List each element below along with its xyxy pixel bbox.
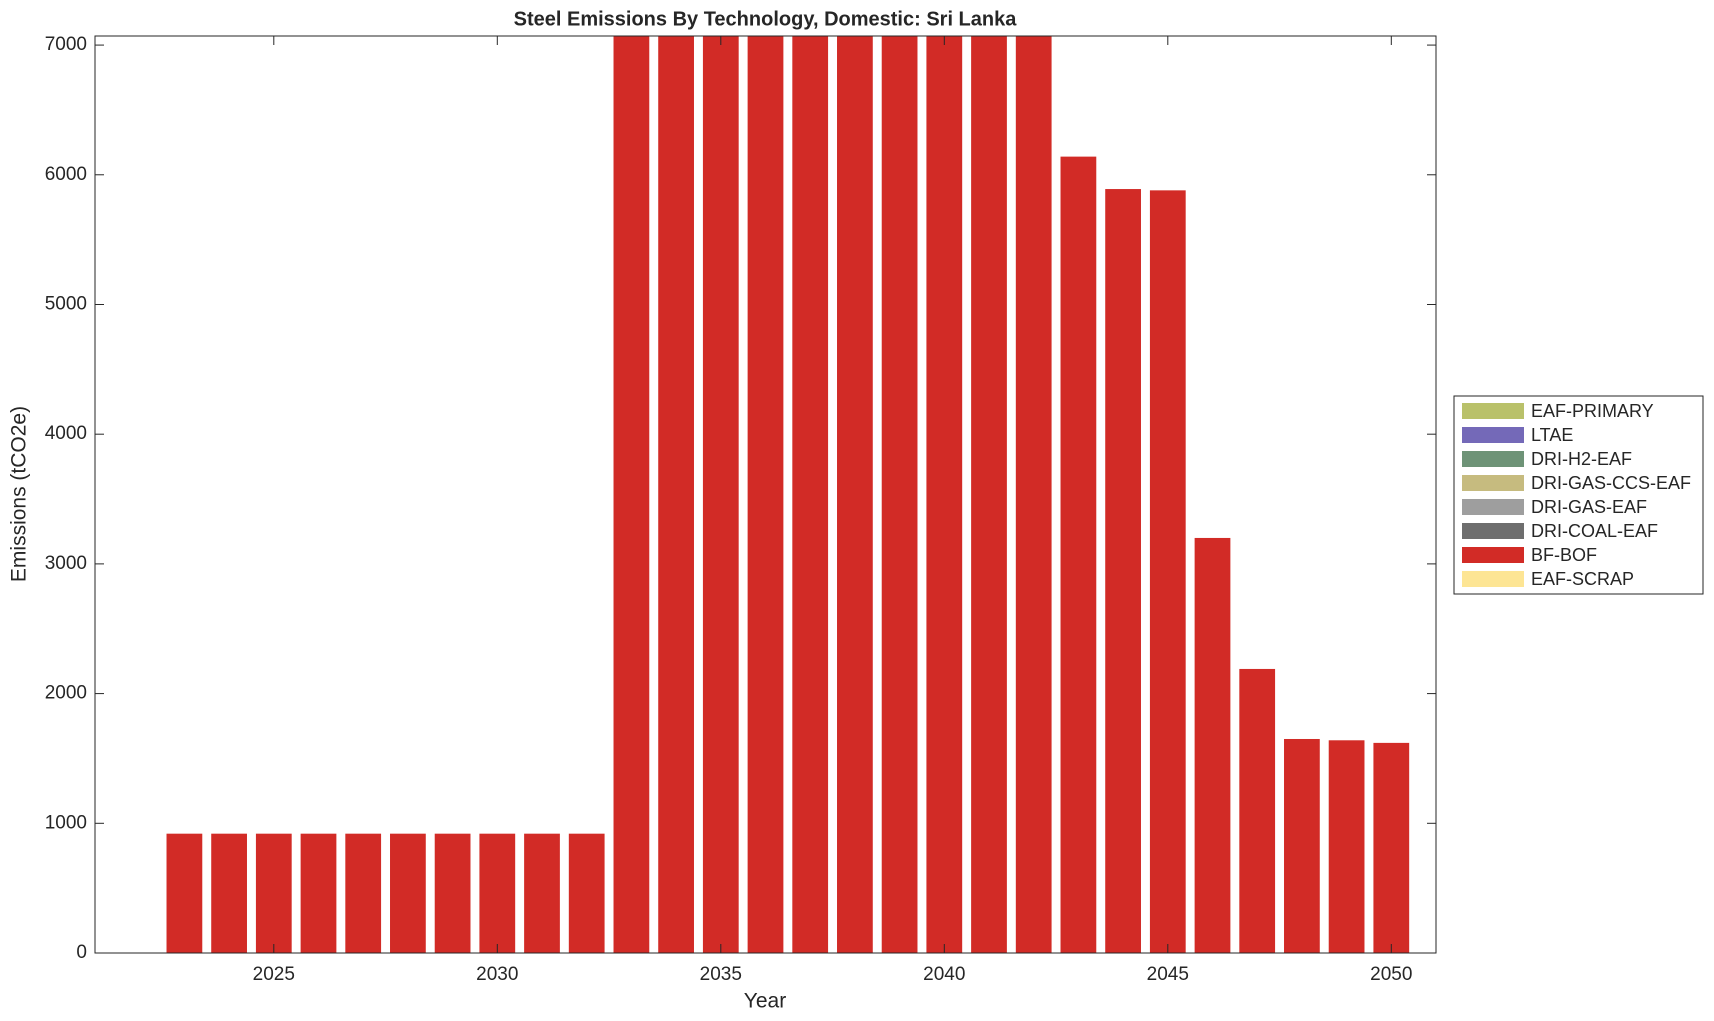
legend-label: EAF-SCRAP [1531, 569, 1634, 589]
bar-segment [702, 36, 739, 953]
bar-segment [524, 833, 560, 953]
legend-swatch [1462, 523, 1524, 539]
bar-segment [166, 833, 203, 953]
bar-segment [837, 36, 873, 953]
legend-swatch [1462, 451, 1524, 467]
legend-swatch [1462, 547, 1524, 563]
legend-label: LTAE [1531, 425, 1573, 445]
x-tick-label: 2025 [253, 964, 295, 985]
bar-segment [613, 36, 650, 953]
bar-segment [1149, 190, 1186, 953]
bar-segment [255, 833, 292, 953]
y-tick-label: 7000 [45, 34, 87, 55]
y-tick-label: 4000 [45, 423, 87, 444]
bar-segment [881, 36, 918, 953]
bar-segment [211, 833, 247, 953]
bar-segment [1060, 156, 1097, 953]
bars [166, 36, 1410, 953]
legend-label: DRI-COAL-EAF [1531, 521, 1658, 541]
y-tick-label: 2000 [45, 683, 87, 704]
chart-title: Steel Emissions By Technology, Domestic:… [514, 8, 1018, 30]
bar-segment [1239, 668, 1276, 953]
x-tick-label: 2030 [476, 964, 518, 985]
bar-segment [971, 36, 1007, 953]
bar-segment [300, 833, 337, 953]
x-tick-label: 2035 [700, 964, 742, 985]
legend-label: EAF-PRIMARY [1531, 401, 1654, 421]
legend-swatch [1462, 499, 1524, 515]
legend-swatch [1462, 403, 1524, 419]
legend-label: DRI-GAS-EAF [1531, 497, 1647, 517]
legend-label: BF-BOF [1531, 545, 1597, 565]
bar-segment [479, 833, 516, 953]
legend-swatch [1462, 475, 1524, 491]
x-axis-label: Year [744, 990, 786, 1013]
legend-label: DRI-GAS-CCS-EAF [1531, 473, 1691, 493]
bar-segment [658, 36, 694, 953]
plot-frame [94, 35, 1437, 954]
bar-segment [390, 833, 426, 953]
legend-swatch [1462, 571, 1524, 587]
bar-segment [568, 833, 605, 953]
y-tick-label: 3000 [45, 553, 87, 574]
bar-segment [792, 36, 829, 953]
x-tick-label: 2050 [1370, 964, 1412, 985]
y-tick-label: 0 [76, 942, 87, 963]
bar-segment [434, 833, 471, 953]
bar-segment [1284, 738, 1320, 953]
y-tick-label: 1000 [45, 812, 87, 833]
legend-swatch [1462, 427, 1524, 443]
y-tick-label: 5000 [45, 294, 87, 315]
legend-label: DRI-H2-EAF [1531, 449, 1632, 469]
bar-segment [926, 36, 963, 953]
y-tick-label: 6000 [45, 164, 87, 185]
y-axis-label: Emissions (tCO2e) [8, 406, 31, 582]
bar-segment [747, 36, 784, 953]
bar-segment [1328, 740, 1365, 953]
x-tick-label: 2045 [1147, 964, 1189, 985]
bar-segment [345, 833, 382, 953]
x-tick-label: 2040 [923, 964, 965, 985]
bar-segment [1105, 189, 1141, 953]
bar-segment [1194, 537, 1231, 953]
bar-segment [1015, 36, 1052, 953]
bar-segment [1373, 742, 1410, 953]
